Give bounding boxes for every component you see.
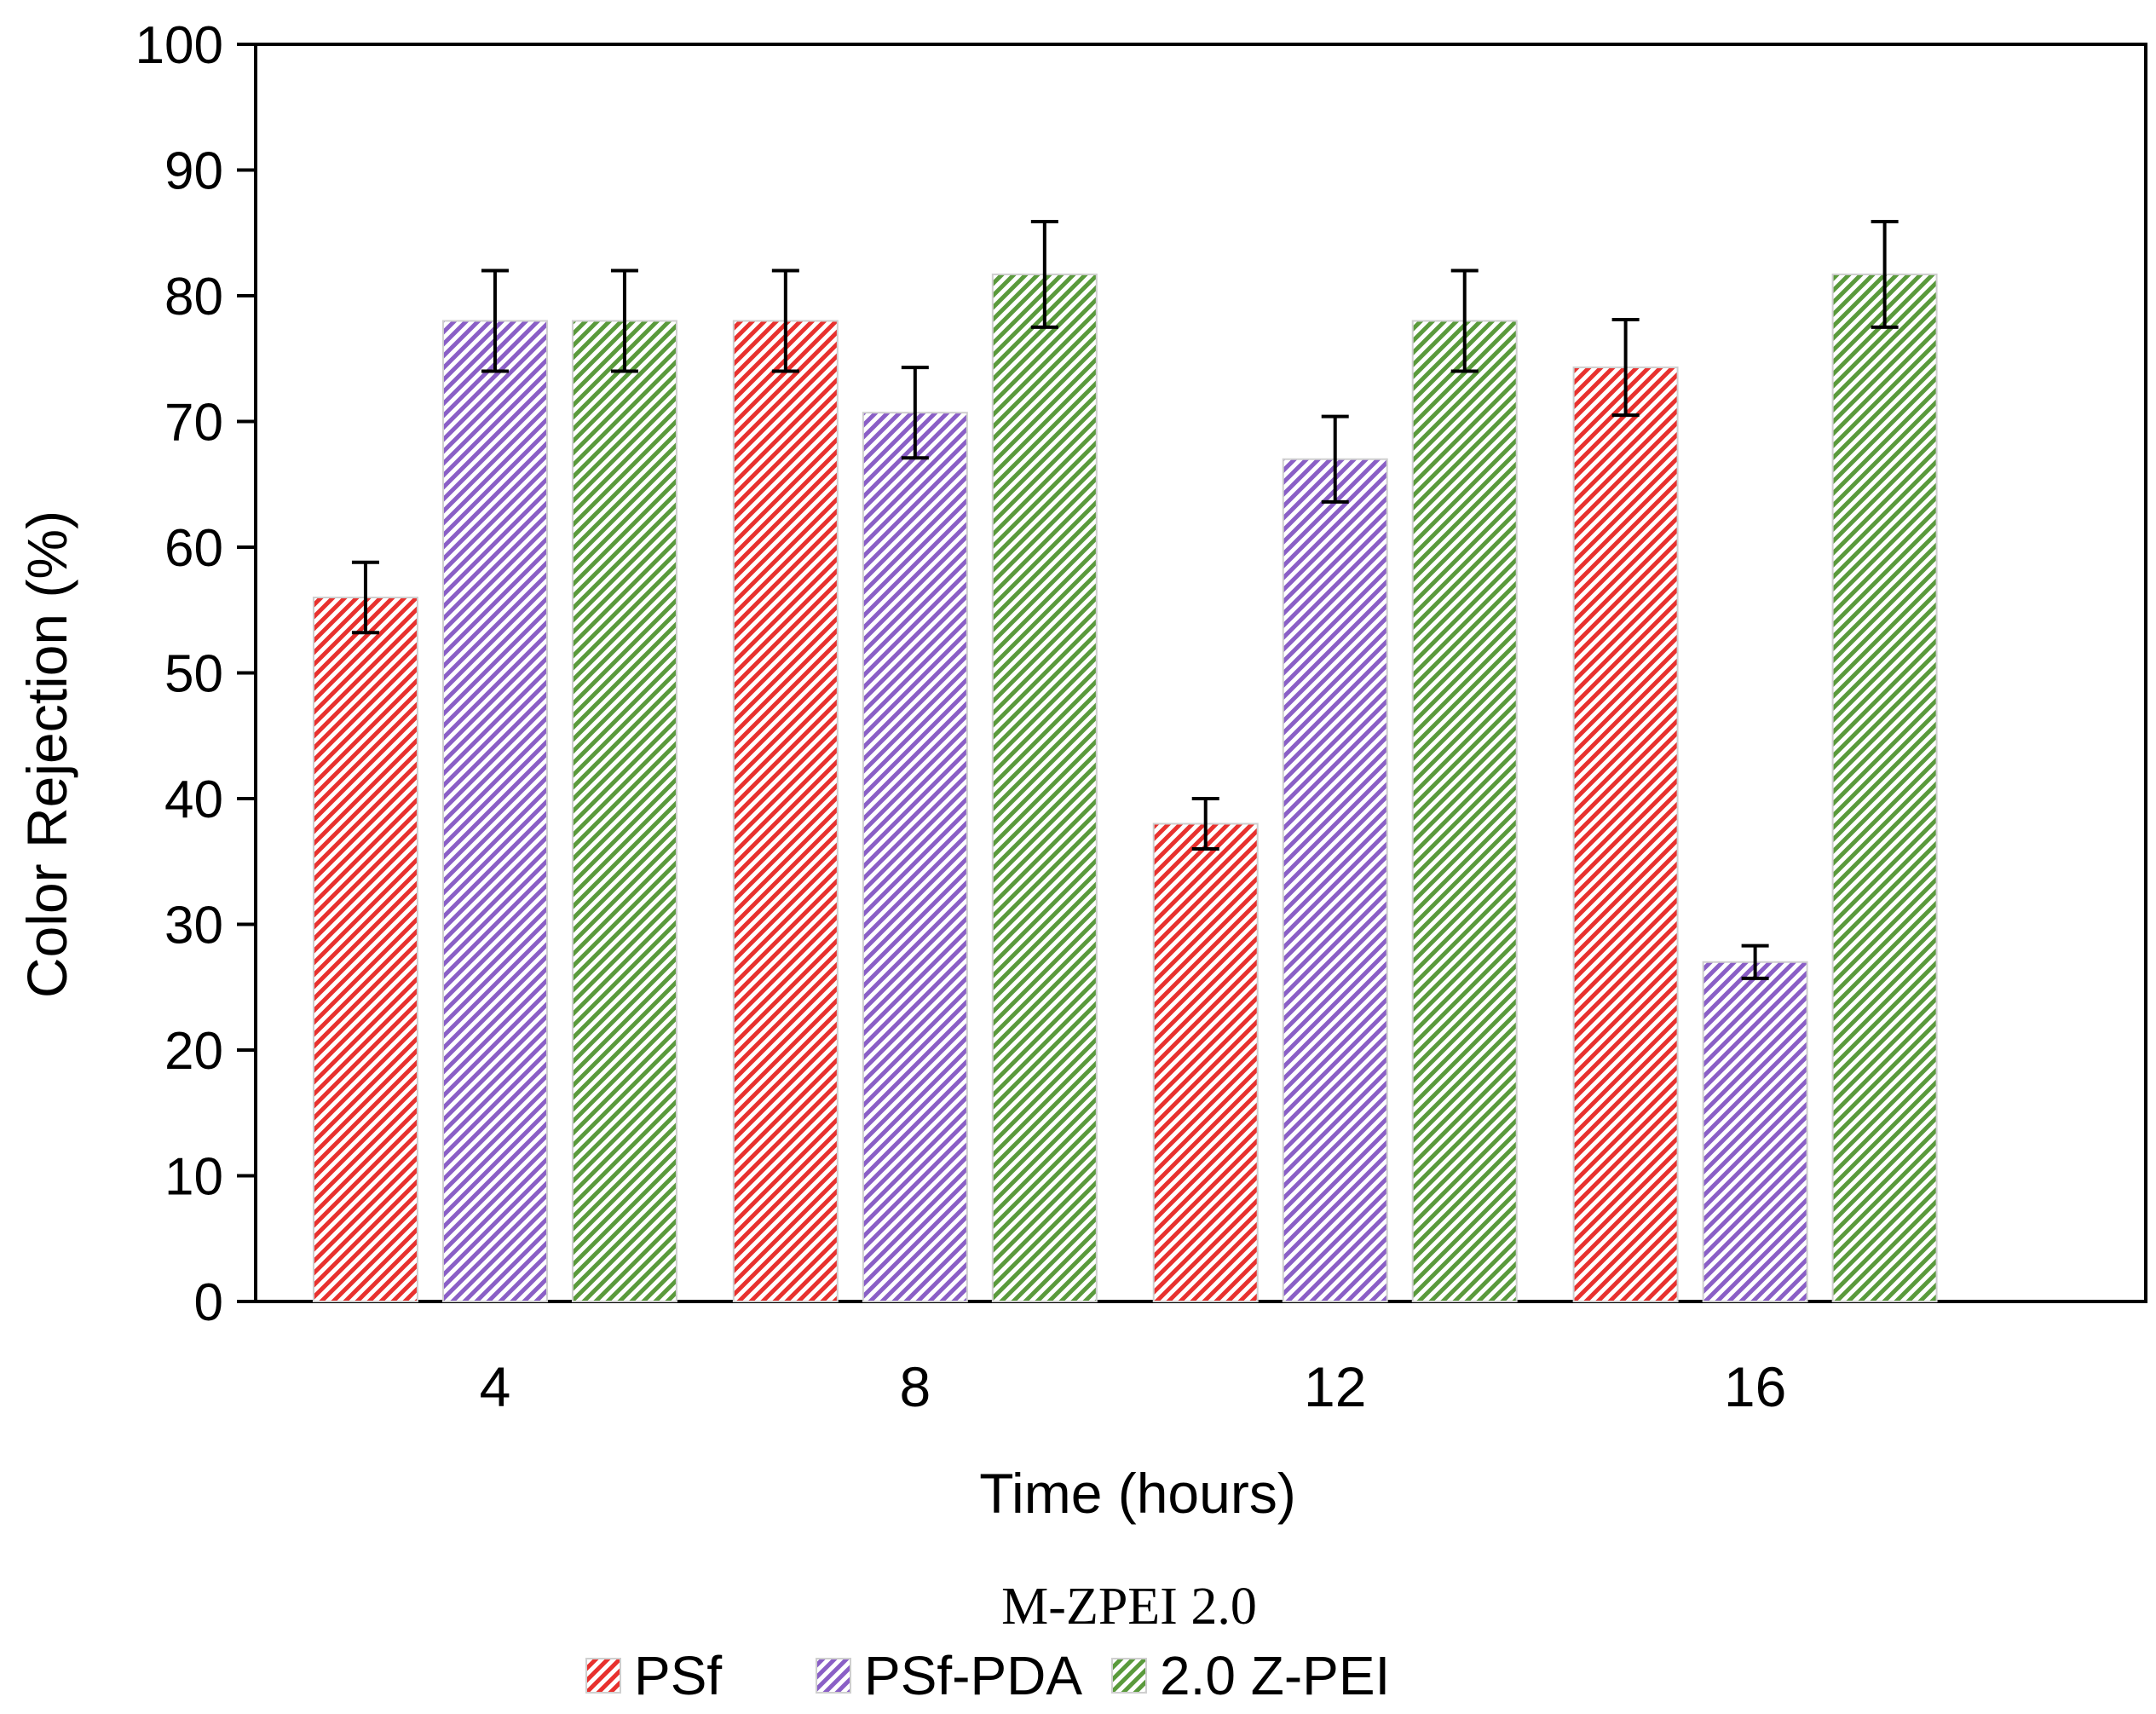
legend-swatch	[585, 1658, 621, 1694]
x-axis-label: Time (hours)	[979, 1462, 1296, 1525]
bar-2-0-z-pei-4	[571, 320, 677, 1302]
error-bar	[610, 268, 638, 373]
bar-2-0-z-pei-12	[1411, 320, 1518, 1302]
error-bar	[1450, 268, 1479, 373]
error-bar	[1871, 219, 1899, 329]
legend-label: PSf	[634, 1645, 722, 1706]
bar-psf-4	[312, 597, 418, 1302]
legend-item: PSf	[585, 1645, 722, 1706]
chart-title: M-ZPEI 2.0	[1001, 1578, 1257, 1636]
x-tick-label: 12	[1304, 1355, 1366, 1418]
bar-psf-pda-8	[862, 412, 968, 1302]
error-bar	[1191, 797, 1219, 851]
y-tick-label: 80	[164, 268, 223, 326]
x-tick-label: 4	[480, 1355, 511, 1418]
legend-label: PSf-PDA	[864, 1645, 1082, 1706]
legend-label: 2.0 Z-PEI	[1160, 1645, 1390, 1706]
bars	[312, 273, 1938, 1303]
error-bar	[901, 366, 929, 460]
y-tick-label: 40	[164, 770, 223, 829]
bar-psf-pda-16	[1702, 961, 1808, 1302]
y-tick-label: 10	[164, 1148, 223, 1207]
legend-swatch	[1111, 1658, 1147, 1694]
y-tick-label: 30	[164, 897, 223, 955]
error-bar	[1611, 318, 1640, 418]
y-axis: 0 10 20 30 40 50 60 70 80 90 100	[135, 16, 256, 1332]
error-bar	[481, 268, 509, 373]
bar-2-0-z-pei-16	[1831, 273, 1938, 1302]
legend-swatch	[816, 1658, 851, 1694]
legend-item: 2.0 Z-PEI	[1111, 1645, 1390, 1706]
error-bars	[351, 219, 1899, 980]
y-tick-label: 100	[135, 16, 223, 75]
error-bar	[351, 560, 379, 635]
x-tick-label: 8	[899, 1355, 931, 1418]
bar-psf-8	[732, 320, 839, 1302]
bar-psf-pda-12	[1282, 458, 1388, 1302]
error-bar	[1741, 944, 1769, 980]
error-bar	[1030, 219, 1058, 329]
legend: PSf PSf-PDA 2.0 Z-PEI	[585, 1645, 1390, 1706]
x-axis: 4 8 12 16	[480, 1355, 1787, 1418]
y-tick-label: 50	[164, 645, 223, 704]
error-bar	[771, 268, 799, 373]
y-tick-label: 70	[164, 394, 223, 453]
bar-2-0-z-pei-8	[991, 273, 1098, 1302]
legend-item: PSf-PDA	[816, 1645, 1082, 1706]
y-tick-label: 20	[164, 1022, 223, 1081]
y-tick-label: 0	[194, 1273, 223, 1332]
bar-psf-16	[1572, 366, 1679, 1303]
bar-psf-pda-4	[441, 320, 548, 1302]
x-tick-label: 16	[1724, 1355, 1786, 1418]
y-tick-label: 60	[164, 519, 223, 578]
error-bar	[1321, 414, 1349, 504]
bar-psf-12	[1152, 822, 1259, 1302]
y-axis-label: Color Rejection (%)	[15, 511, 78, 998]
y-tick-label: 90	[164, 142, 223, 201]
